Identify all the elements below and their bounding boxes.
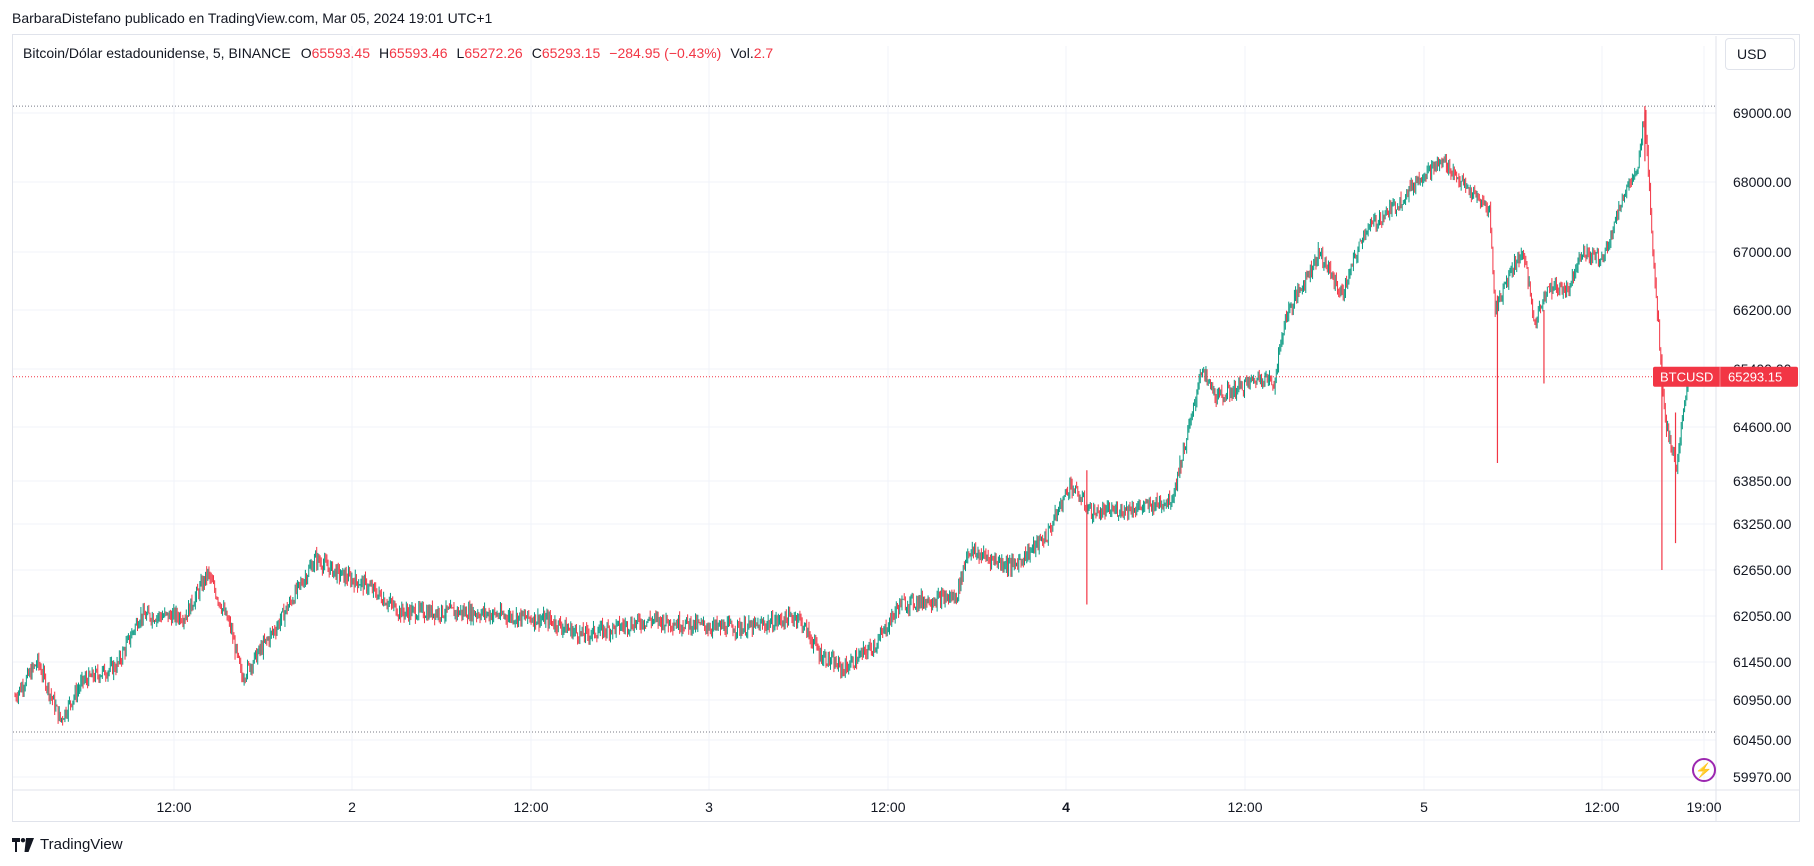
price-tick-label: 68000.00 <box>1733 174 1792 190</box>
price-tick-label: 69000.00 <box>1733 105 1792 121</box>
price-tick-label: 62050.00 <box>1733 608 1792 624</box>
price-axis: 69000.0068000.0067000.0066200.0065400.00… <box>1733 105 1792 785</box>
price-tick-label: 62650.00 <box>1733 562 1792 578</box>
chart-frame[interactable] <box>12 34 1800 822</box>
price-tick-label: 63850.00 <box>1733 473 1792 489</box>
legend-volume-label: Vol. <box>730 45 754 61</box>
legend-close-label: C <box>531 45 542 61</box>
candles <box>14 106 1689 726</box>
price-label-value: 65293.15 <box>1728 370 1782 385</box>
price-tick-label: 66200.00 <box>1733 302 1792 318</box>
legend-symbol: Bitcoin/Dólar estadounidense, 5, BINANCE <box>23 45 291 61</box>
time-tick-label: 12:00 <box>870 799 905 815</box>
time-tick-label: 19:00 <box>1686 799 1721 815</box>
footer-brand: TradingView <box>40 836 123 853</box>
price-label-box <box>1653 366 1798 387</box>
price-tick-label: 60450.00 <box>1733 732 1792 748</box>
price-tick-label: 63250.00 <box>1733 516 1792 532</box>
price-label-symbol: BTCUSD <box>1660 370 1713 385</box>
time-tick-label: 12:00 <box>1227 799 1262 815</box>
legend-change: −284.95 (−0.43%) <box>609 45 722 61</box>
legend-open-value: 65593.45 <box>311 45 370 61</box>
time-tick-label: 5 <box>1420 799 1428 815</box>
symbol-legend: Bitcoin/Dólar estadounidense, 5, BINANCE… <box>23 45 773 61</box>
price-tick-label: 61450.00 <box>1733 654 1792 670</box>
flash-icon[interactable]: ⚡ <box>1692 758 1716 782</box>
currency-button[interactable]: USD <box>1725 38 1795 70</box>
footer: TradingView <box>12 836 123 853</box>
chart-grid <box>13 36 1799 822</box>
time-tick-label: 2 <box>348 799 356 815</box>
tradingview-logo-icon <box>12 837 34 852</box>
published-line: BarbaraDistefano publicado en TradingVie… <box>12 10 493 26</box>
time-tick-label: 12:00 <box>156 799 191 815</box>
legend-low-value: 65272.26 <box>464 45 523 61</box>
time-tick-label: 4 <box>1062 799 1070 815</box>
legend-high-label: H <box>379 45 390 61</box>
time-tick-label: 3 <box>705 799 713 815</box>
legend-volume-value: 2.7 <box>753 45 774 61</box>
price-tick-label: 60950.00 <box>1733 692 1792 708</box>
time-tick-label: 12:00 <box>1584 799 1619 815</box>
price-tick-label: 64600.00 <box>1733 419 1792 435</box>
time-tick-label: 12:00 <box>513 799 548 815</box>
legend-close-value: 65293.15 <box>541 45 601 61</box>
current-price-line: BTCUSD 65293.15 <box>13 366 1798 387</box>
time-axis: 12:00 2 12:00 3 12:00 4 12:00 5 12:00 19:00 <box>156 799 1721 815</box>
high-low-lines <box>13 105 1716 733</box>
price-tick-label: 59970.00 <box>1733 769 1792 785</box>
legend-low-label: L <box>456 45 465 61</box>
legend-open-label: O <box>300 45 312 61</box>
legend-high-value: 65593.46 <box>389 45 448 61</box>
price-tick-label: 67000.00 <box>1733 244 1792 260</box>
